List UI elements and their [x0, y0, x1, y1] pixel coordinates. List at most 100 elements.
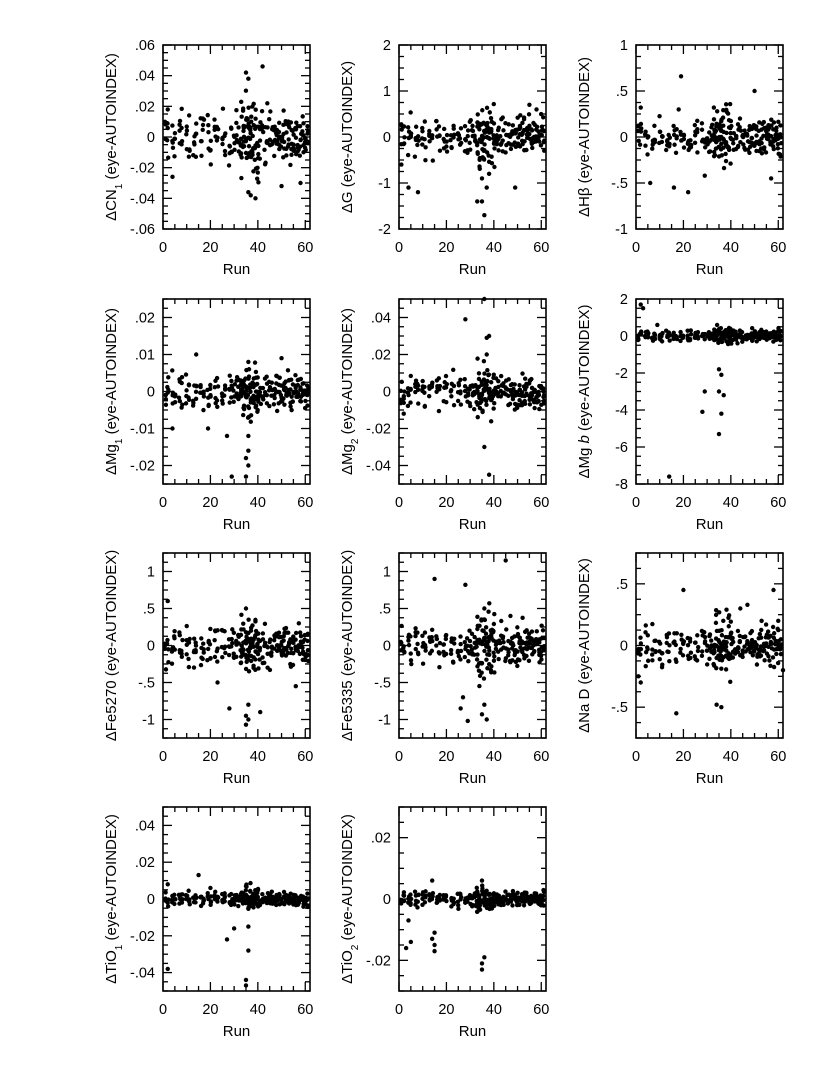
data-point	[452, 636, 457, 641]
data-point	[483, 385, 489, 390]
data-point	[250, 133, 255, 139]
x-tick-label: 0	[159, 749, 167, 765]
data-point	[769, 641, 775, 646]
data-point	[479, 878, 485, 883]
data-point	[741, 142, 746, 147]
data-point	[277, 892, 282, 898]
y-tick-label: .5	[616, 577, 628, 593]
data-point	[238, 660, 243, 666]
data-point	[681, 587, 686, 593]
data-point	[264, 644, 270, 649]
data-point	[754, 642, 759, 648]
data-point	[430, 891, 436, 896]
data-point	[510, 903, 515, 908]
data-point	[540, 897, 546, 903]
data-point	[401, 898, 407, 904]
data-point	[660, 134, 665, 139]
data-point	[520, 615, 525, 621]
panel-tio2: 0 20 40 60 -.02 0 .02 Run ΔTiO2 (eye-AUTOINDEX)	[339, 806, 549, 1040]
data-point	[437, 651, 442, 656]
data-point	[477, 623, 482, 629]
data-point	[239, 175, 244, 181]
data-point	[255, 170, 260, 175]
panel-hbeta: 0 20 40 60 -1 -.5 0 .5 1 Run ΔHβ (eye-AUTOINDEX)	[576, 38, 786, 278]
data-point	[262, 621, 268, 627]
data-point	[165, 598, 170, 604]
data-point	[500, 115, 505, 120]
data-point	[443, 633, 449, 639]
data-point	[300, 645, 305, 651]
data-point	[719, 704, 724, 710]
data-point	[759, 151, 765, 156]
data-points	[635, 74, 784, 195]
x-tick-label: 60	[533, 240, 549, 256]
panel-cn1: 0 20 40 60 -.06 -.04 -.02 0 .02 .04 .06 Run ΔCN1 (ey…	[103, 38, 313, 278]
data-point	[245, 116, 250, 122]
data-points	[162, 872, 311, 988]
data-point	[462, 654, 468, 660]
data-point	[702, 145, 708, 150]
panel-mgb: 0 20 40 60 -8 -6 -4 -2 0 2 Run ΔMg b (eye-AUTOINDEX…	[576, 292, 786, 533]
data-point	[730, 655, 736, 660]
data-point	[199, 153, 204, 159]
data-point	[227, 706, 232, 711]
data-point	[243, 977, 249, 983]
data-point	[776, 618, 781, 624]
data-point	[522, 139, 527, 144]
data-point	[494, 141, 500, 147]
data-point	[713, 607, 719, 613]
data-point	[297, 651, 303, 657]
data-point	[745, 602, 750, 607]
data-point	[193, 154, 199, 160]
panel-fe5335: 0 20 40 60 -1 -.5 0 .5 1 Run ΔFe5335 (eye-AUTOINDE…	[339, 550, 549, 787]
data-point	[652, 123, 657, 128]
data-point	[487, 652, 492, 657]
data-point	[412, 154, 418, 159]
x-tick-label: 40	[250, 240, 266, 256]
data-point	[475, 199, 480, 204]
data-point	[539, 657, 544, 662]
data-point	[777, 329, 783, 334]
data-point	[474, 644, 479, 649]
y-tick-label: 0	[147, 385, 155, 401]
data-point	[246, 924, 251, 929]
data-point	[170, 368, 175, 373]
data-point	[659, 334, 664, 339]
data-point	[678, 329, 683, 335]
data-point	[640, 306, 646, 311]
data-point	[723, 158, 729, 164]
data-point	[503, 558, 508, 563]
data-point	[643, 630, 648, 635]
data-point	[477, 166, 482, 172]
y-tick-label: -1	[378, 713, 391, 729]
data-point	[408, 939, 414, 945]
data-point	[462, 639, 468, 645]
x-tick-label: 0	[395, 240, 403, 256]
data-point	[475, 388, 480, 394]
data-point	[193, 389, 199, 395]
data-point	[228, 125, 234, 130]
data-point	[239, 99, 244, 105]
data-point	[285, 368, 291, 373]
data-point	[541, 386, 546, 391]
data-point	[769, 117, 774, 122]
data-point	[704, 648, 710, 653]
data-point	[443, 894, 449, 900]
data-point	[278, 896, 284, 902]
data-point	[466, 391, 471, 396]
data-point	[729, 341, 734, 346]
data-point	[643, 663, 648, 669]
data-point	[271, 638, 277, 643]
data-point	[527, 131, 532, 137]
data-point	[451, 402, 457, 408]
data-point	[750, 653, 756, 658]
data-point	[524, 391, 529, 396]
data-point	[305, 403, 310, 408]
data-point	[774, 125, 779, 130]
data-point	[456, 653, 462, 659]
data-point	[527, 402, 533, 407]
data-point	[255, 890, 260, 896]
data-point	[205, 426, 211, 431]
data-point	[475, 652, 480, 657]
